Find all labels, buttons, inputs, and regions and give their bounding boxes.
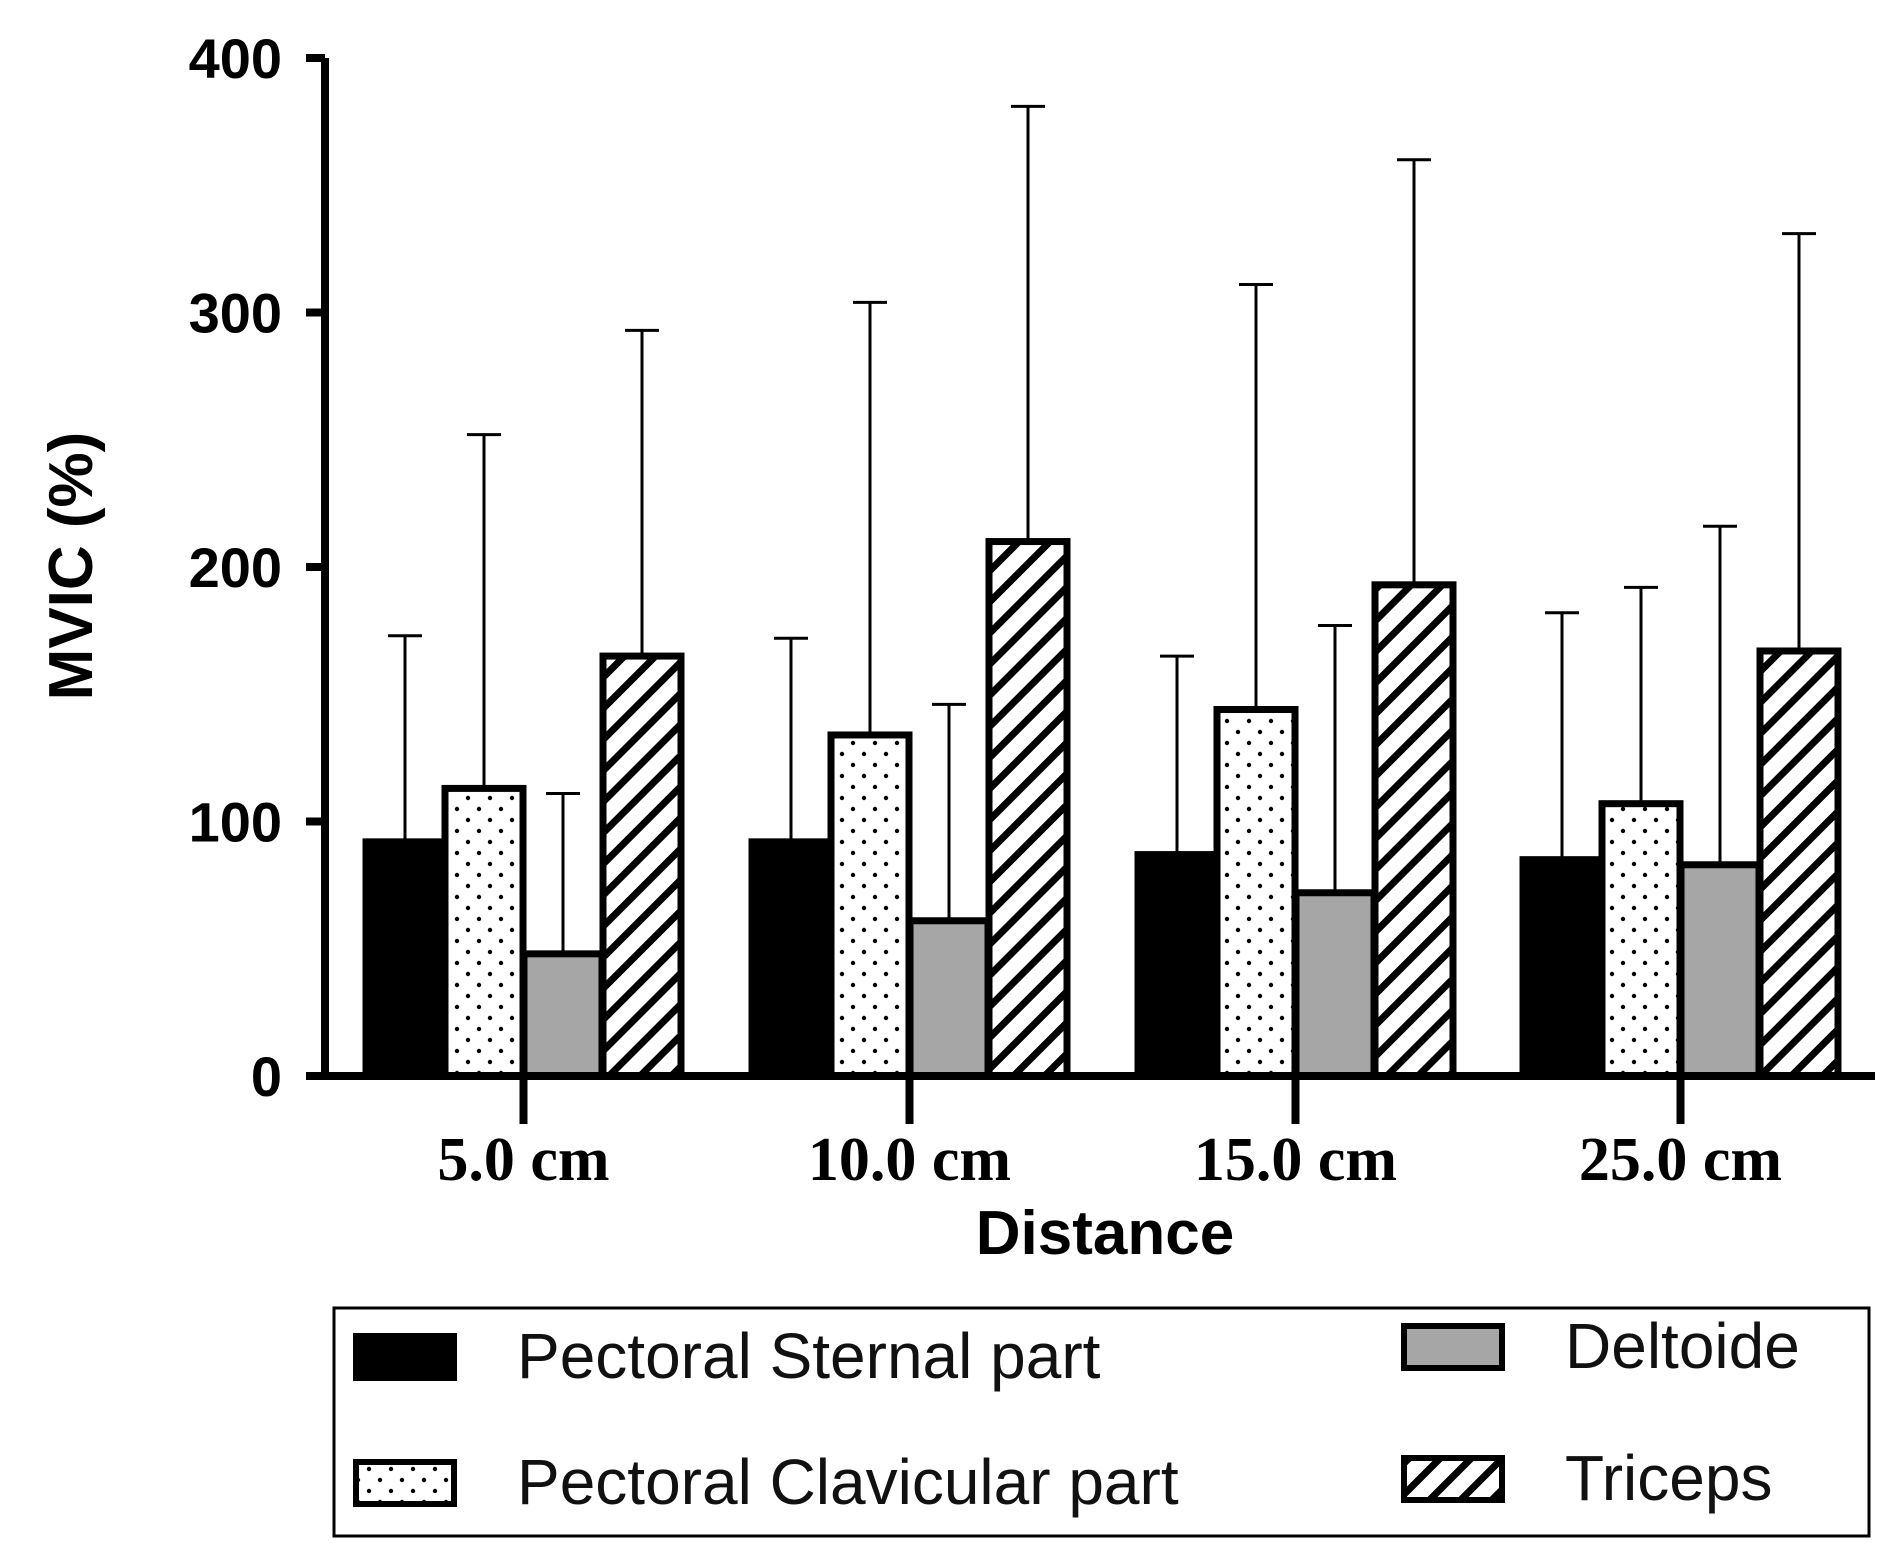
legend-swatch (1401, 1323, 1505, 1371)
bar (1598, 800, 1684, 1080)
bar (1677, 861, 1763, 1080)
y-tick-label: 0 (251, 1045, 282, 1108)
error-bars (388, 104, 1816, 954)
legend: Pectoral Sternal part Deltoide Pectoral Cl… (332, 1306, 1871, 1538)
legend-label: Pectoral Sternal part (517, 1320, 1101, 1392)
bar (1292, 889, 1378, 1080)
legend-swatch (1401, 1455, 1505, 1503)
x-tick-label: 25.0 cm (1579, 1126, 1782, 1194)
bar (827, 731, 913, 1080)
legend-swatch (353, 1333, 457, 1381)
y-tick-label: 400 (189, 27, 282, 90)
y-tick-label: 100 (189, 791, 282, 854)
legend-swatch (353, 1459, 457, 1507)
bar (1213, 706, 1299, 1080)
y-ticks: 0 100 200 300 400 (189, 27, 325, 1108)
bar (985, 538, 1071, 1080)
bar (1756, 647, 1842, 1080)
legend-label: Pectoral Clavicular part (517, 1446, 1179, 1518)
bar (1371, 581, 1457, 1080)
legend-label: Deltoide (1565, 1310, 1800, 1382)
bar (520, 950, 606, 1080)
bar (906, 917, 992, 1080)
bars (362, 538, 1842, 1080)
bar (1519, 856, 1605, 1080)
x-axis-title: Distance (976, 1199, 1234, 1268)
bar (441, 784, 527, 1080)
y-tick-label: 200 (189, 536, 282, 599)
x-tick-label: 5.0 cm (437, 1126, 609, 1194)
bar (362, 838, 448, 1080)
x-ticks: 5.0 cm 10.0 cm 15.0 cm 25.0 cm (437, 1076, 1782, 1194)
x-tick-label: 10.0 cm (808, 1126, 1011, 1194)
bar (599, 652, 685, 1080)
y-axis-title: MVIC (%) (37, 432, 106, 701)
bar (1134, 851, 1220, 1080)
bar (748, 838, 834, 1080)
legend-frame (332, 1306, 1871, 1538)
x-tick-label: 15.0 cm (1194, 1126, 1397, 1194)
legend-label: Triceps (1565, 1442, 1772, 1514)
y-tick-label: 300 (189, 282, 282, 345)
